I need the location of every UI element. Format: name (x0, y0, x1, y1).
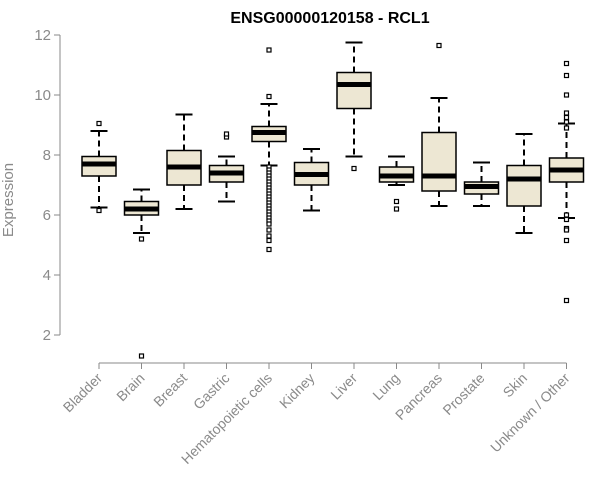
box-8 (421, 42, 457, 207)
boxes (81, 41, 585, 359)
y-tick-label-12: 12 (34, 27, 51, 44)
outlier-4-0 (266, 47, 272, 53)
outlier-11-1 (563, 72, 570, 79)
y-tick-label-6: 6 (43, 207, 51, 224)
x-tick-label-2: Breast (150, 370, 190, 410)
outlier-0-1 (96, 207, 102, 214)
y-tick-label-4: 4 (43, 267, 51, 284)
outlier-4-24 (266, 237, 272, 244)
outlier-11-7 (563, 212, 570, 218)
outlier-6-0 (351, 165, 357, 172)
box-0 (81, 120, 117, 214)
outlier-4-25 (266, 246, 272, 253)
x-tick-label-5: Kidney (276, 370, 318, 412)
y-axis: 2 4 6 8 10 12 (34, 27, 61, 344)
y-tick-label-10: 10 (34, 87, 51, 104)
x-tick-label-10: Skin (500, 370, 531, 401)
outlier-8-0 (436, 42, 442, 49)
outlier-1-0 (138, 236, 145, 242)
outlier-3-1 (223, 131, 230, 137)
box-11 (548, 60, 585, 304)
x-tick-label-11: Unknown / Other (487, 370, 573, 456)
x-tick-label-7: Lung (369, 370, 402, 403)
box-10 (506, 133, 542, 234)
outlier-1-1 (138, 353, 145, 359)
chart-title: ENSG00000120158 - RCL1 (230, 10, 429, 27)
box-7 (378, 155, 415, 212)
box-2 (166, 113, 202, 210)
y-axis-label: Expression (0, 163, 17, 237)
outlier-11-11 (563, 237, 570, 244)
x-tick-label-1: Brain (113, 370, 147, 404)
x-tick-label-0: Bladder (60, 370, 106, 416)
outlier-11-10 (563, 227, 570, 233)
box-9 (463, 161, 500, 207)
outlier-11-12 (563, 297, 570, 304)
outlier-11-2 (563, 92, 570, 98)
outlier-11-8 (563, 216, 570, 223)
outlier-11-6 (563, 125, 570, 131)
box-1 (123, 188, 160, 359)
y-tick-label-8: 8 (43, 147, 51, 164)
box-3 (208, 131, 245, 203)
outlier-11-4 (563, 114, 570, 121)
outlier-11-5 (563, 119, 570, 125)
outlier-4-1 (266, 93, 272, 100)
iqr-box-10 (506, 164, 542, 207)
outlier-7-1 (393, 206, 400, 212)
outlier-11-0 (563, 60, 570, 67)
box-4 (251, 47, 287, 253)
outlier-0-0 (96, 120, 102, 127)
x-tick-label-9: Prostate (439, 370, 487, 418)
box-5 (293, 148, 330, 212)
x-tick-label-8: Pancreas (392, 370, 445, 423)
y-tick-label-2: 2 (43, 327, 51, 344)
outlier-7-0 (393, 198, 400, 205)
box-6 (336, 41, 372, 172)
outlier-4-23 (266, 233, 272, 239)
iqr-box-8 (421, 131, 457, 192)
iqr-box-6 (336, 71, 372, 110)
outlier-4-22 (266, 227, 272, 233)
outlier-4-21 (266, 221, 272, 227)
x-tick-label-6: Liver (327, 370, 360, 403)
outlier-11-3 (563, 110, 570, 116)
